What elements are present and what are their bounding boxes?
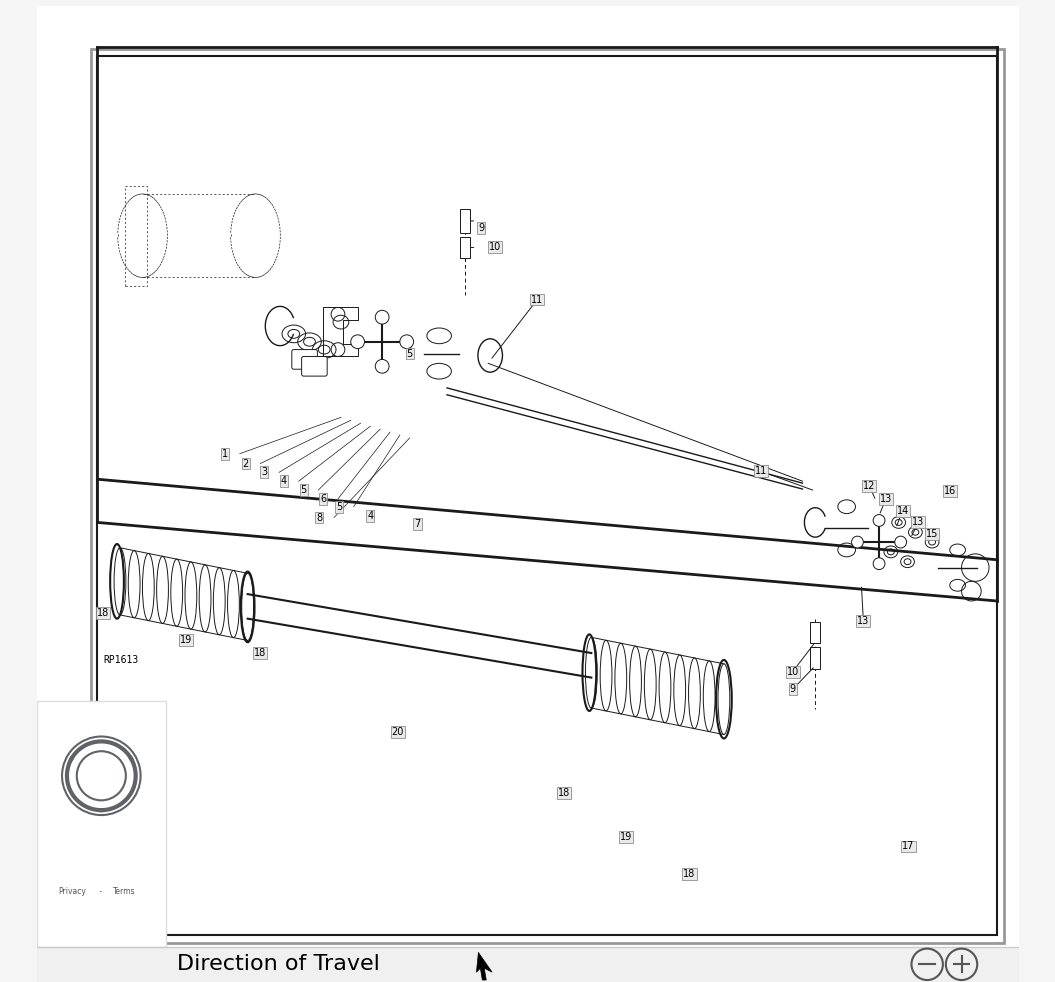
Text: 3: 3 xyxy=(262,467,267,477)
Text: 17: 17 xyxy=(902,842,915,851)
FancyBboxPatch shape xyxy=(810,647,820,669)
FancyBboxPatch shape xyxy=(37,6,1018,947)
Text: 7: 7 xyxy=(415,519,421,529)
Text: 5: 5 xyxy=(335,502,342,512)
Text: 12: 12 xyxy=(863,481,876,491)
Circle shape xyxy=(400,335,414,349)
Text: -: - xyxy=(97,887,104,896)
FancyBboxPatch shape xyxy=(97,56,997,935)
FancyBboxPatch shape xyxy=(302,356,327,376)
FancyBboxPatch shape xyxy=(292,350,318,369)
Text: 9: 9 xyxy=(789,684,795,694)
Text: 10: 10 xyxy=(488,243,501,252)
Text: 1: 1 xyxy=(222,449,228,459)
Circle shape xyxy=(376,310,389,324)
Text: 5: 5 xyxy=(301,485,307,495)
Text: 18: 18 xyxy=(558,789,570,798)
Text: 4: 4 xyxy=(367,511,373,520)
Text: 18: 18 xyxy=(254,648,267,658)
Text: 4: 4 xyxy=(281,476,287,486)
Text: 14: 14 xyxy=(897,506,908,516)
Text: 18: 18 xyxy=(97,608,110,618)
FancyBboxPatch shape xyxy=(460,237,469,258)
Text: Terms: Terms xyxy=(113,887,136,896)
Text: 16: 16 xyxy=(943,486,956,496)
Text: 11: 11 xyxy=(532,295,543,304)
FancyBboxPatch shape xyxy=(810,622,820,643)
Circle shape xyxy=(874,515,885,526)
Text: Direction of Travel: Direction of Travel xyxy=(177,955,380,974)
Text: Privacy: Privacy xyxy=(58,887,85,896)
Text: 2: 2 xyxy=(243,459,249,468)
FancyBboxPatch shape xyxy=(37,701,166,947)
Text: 20: 20 xyxy=(391,727,404,736)
FancyBboxPatch shape xyxy=(91,49,1003,943)
Text: 8: 8 xyxy=(316,513,323,522)
FancyBboxPatch shape xyxy=(37,947,1018,982)
Text: 9: 9 xyxy=(478,223,484,233)
Text: 13: 13 xyxy=(858,616,869,626)
Circle shape xyxy=(851,536,863,548)
Text: 18: 18 xyxy=(684,869,695,879)
Text: 19: 19 xyxy=(619,832,632,842)
Text: 19: 19 xyxy=(179,635,192,645)
Circle shape xyxy=(350,335,364,349)
Circle shape xyxy=(895,536,906,548)
Text: 13: 13 xyxy=(913,518,924,527)
FancyBboxPatch shape xyxy=(460,209,469,233)
PathPatch shape xyxy=(477,953,492,980)
Text: 5: 5 xyxy=(406,349,413,358)
Circle shape xyxy=(376,359,389,373)
Text: RP1613: RP1613 xyxy=(103,655,138,665)
Text: 6: 6 xyxy=(320,494,326,504)
Circle shape xyxy=(874,558,885,570)
Text: 11: 11 xyxy=(755,466,767,476)
Text: 15: 15 xyxy=(926,529,938,539)
Text: 10: 10 xyxy=(787,667,799,677)
Text: 13: 13 xyxy=(880,494,893,504)
